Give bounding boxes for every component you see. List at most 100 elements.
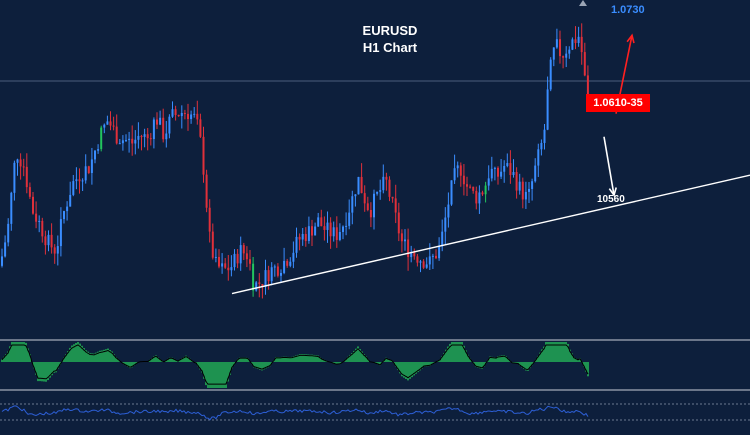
candle xyxy=(450,180,453,206)
candle xyxy=(385,172,388,191)
candle xyxy=(78,168,81,194)
candle xyxy=(59,207,62,257)
candle-body xyxy=(180,112,183,117)
candle-body xyxy=(1,256,3,266)
candle-body xyxy=(466,184,468,187)
candle-body xyxy=(199,119,202,137)
candle-body xyxy=(214,256,217,258)
candle-body xyxy=(562,56,565,58)
candle-body xyxy=(208,207,211,232)
candle-body xyxy=(391,196,394,199)
candle xyxy=(391,196,394,203)
candle xyxy=(270,262,273,286)
candle-body xyxy=(56,246,59,254)
candle xyxy=(438,237,441,261)
candle xyxy=(44,230,47,255)
candle xyxy=(515,167,518,199)
candle-body xyxy=(242,245,245,254)
candle-body xyxy=(159,117,162,125)
candle xyxy=(472,186,475,194)
candle xyxy=(338,223,341,242)
candle-body xyxy=(224,263,227,268)
candle xyxy=(493,166,496,181)
candle-body xyxy=(388,179,391,197)
candle xyxy=(475,186,478,210)
candle-body xyxy=(354,194,357,197)
candle-body xyxy=(94,150,96,160)
candle-body xyxy=(546,89,549,130)
candle xyxy=(149,133,152,146)
candle xyxy=(211,223,214,260)
candle xyxy=(410,245,413,263)
candle xyxy=(549,57,552,92)
candle-body xyxy=(552,47,555,60)
candle xyxy=(75,167,78,190)
candle xyxy=(481,190,484,196)
candle xyxy=(128,131,131,153)
candle-body xyxy=(295,236,298,253)
candle xyxy=(419,259,422,273)
candle-body xyxy=(338,231,341,240)
candle-body xyxy=(128,138,131,141)
candle-body xyxy=(289,261,292,266)
candle xyxy=(314,222,317,236)
candle-body xyxy=(171,109,174,117)
candle-body xyxy=(500,171,503,177)
candle-body xyxy=(280,272,282,276)
candle-body xyxy=(484,185,487,195)
candle-body xyxy=(413,251,416,257)
candle-body xyxy=(537,149,540,166)
candle xyxy=(97,144,100,154)
candle-body xyxy=(125,140,127,142)
candle xyxy=(121,135,124,151)
candle xyxy=(540,139,543,156)
candle xyxy=(577,26,580,47)
candle xyxy=(360,163,363,194)
rsi-panel xyxy=(0,403,750,421)
candle-body xyxy=(118,143,121,145)
candle xyxy=(342,225,344,240)
target-up-label: 1.0730 xyxy=(611,4,645,16)
candle-body xyxy=(419,261,422,263)
candle-body xyxy=(497,167,499,177)
candle xyxy=(416,254,419,267)
candle-body xyxy=(270,267,273,282)
candle xyxy=(84,154,87,184)
candle xyxy=(435,249,437,260)
candle-body xyxy=(332,227,335,237)
candle xyxy=(366,196,369,212)
candle-body xyxy=(81,180,84,182)
candle xyxy=(552,47,555,67)
candle xyxy=(25,153,28,194)
candle xyxy=(202,126,205,183)
candle xyxy=(187,103,189,131)
candle xyxy=(258,273,261,298)
candle-body xyxy=(134,139,137,144)
candle xyxy=(444,207,447,245)
candle xyxy=(518,173,521,195)
candle-body xyxy=(84,166,87,181)
candle-body xyxy=(571,39,574,50)
candle-body xyxy=(314,226,317,236)
candle-body xyxy=(410,251,413,258)
candle xyxy=(466,176,468,197)
candle-body xyxy=(38,220,41,222)
candle xyxy=(369,202,372,228)
candle-body xyxy=(44,236,47,246)
candle xyxy=(345,212,348,236)
candle-body xyxy=(509,163,512,176)
candle-body xyxy=(503,165,506,172)
candle-body xyxy=(416,256,419,263)
candle xyxy=(118,138,121,145)
candle xyxy=(453,154,456,184)
candle xyxy=(180,105,183,129)
candle-body xyxy=(41,220,44,237)
candle-body xyxy=(559,39,561,57)
candle xyxy=(317,212,320,227)
candle-body xyxy=(10,192,13,224)
candle-body xyxy=(373,193,375,218)
candle-body xyxy=(397,212,400,234)
candle-body xyxy=(205,174,208,208)
candle xyxy=(478,185,481,214)
candle xyxy=(521,177,524,209)
